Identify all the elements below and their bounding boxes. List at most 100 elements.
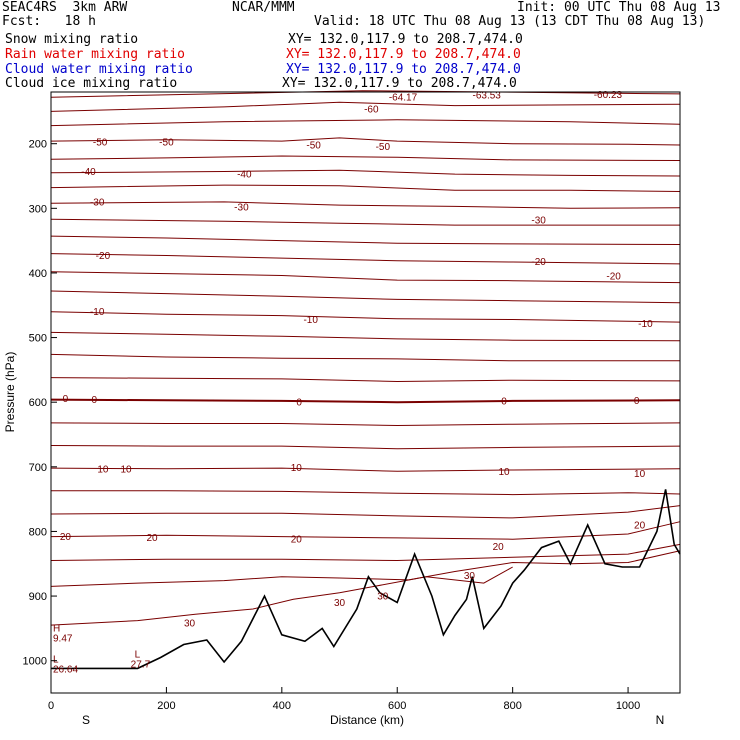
contour-label: -20	[606, 272, 621, 283]
contour-line	[50, 90, 681, 98]
field-name-cloud-water: Cloud water mixing ratio	[5, 62, 193, 77]
contour-label: -64.17	[389, 93, 418, 104]
header-init: Init: 00 UTC Thu 08 Aug 13	[517, 0, 721, 15]
contour-label: -60.23	[594, 90, 623, 101]
field-name-rain: Rain water mixing ratio	[5, 47, 186, 62]
extremum-value: 26.64	[53, 665, 78, 676]
x-tick-label: 1000	[616, 700, 640, 712]
y-tick-label: 700	[29, 462, 47, 474]
contour-label: 10	[498, 467, 510, 478]
contour-line	[50, 101, 681, 112]
contour-label: 10	[634, 469, 646, 480]
y-tick-label: 500	[29, 333, 47, 345]
contour-line	[50, 119, 681, 127]
y-tick-label: 600	[29, 397, 47, 409]
contour-line	[50, 566, 513, 626]
contour-line	[50, 184, 681, 192]
field-name-cloud-ice: Cloud ice mixing ratio	[5, 76, 178, 91]
x-tick-label: 800	[503, 700, 521, 712]
contour-label: 0	[63, 394, 69, 405]
contour-label: 30	[377, 592, 389, 603]
contour-lines	[50, 90, 681, 626]
header-fcst: Fcst: 18 h	[2, 14, 96, 29]
x-tick-label: 200	[157, 700, 175, 712]
x-axis-right-end: N	[656, 713, 665, 727]
contour-label: -60	[364, 104, 379, 115]
x-tick-label: 0	[48, 700, 54, 712]
contour-label: -10	[90, 307, 105, 318]
contour-label: 20	[634, 521, 646, 532]
y-tick-label: 1000	[23, 656, 47, 668]
x-tick-label: 400	[273, 700, 291, 712]
contour-line	[50, 137, 681, 146]
extremum-marker: H	[53, 624, 60, 635]
contour-label: 20	[493, 542, 505, 553]
header-org: NCAR/MMM	[232, 0, 295, 15]
contour-line	[50, 201, 681, 209]
x-axis-label: Distance (km)	[330, 713, 404, 727]
x-axis-left-end: S	[82, 713, 90, 727]
y-tick-label: 200	[29, 139, 47, 151]
contour-label: -20	[531, 257, 546, 268]
contour-line	[50, 353, 680, 362]
contour-line	[50, 467, 681, 472]
contour-line	[50, 155, 681, 161]
field-xy-rain: XY= 132.0,117.9 to 208.7,474.0	[286, 47, 521, 62]
y-axis-label: Pressure (hPa)	[3, 352, 17, 433]
contour-line	[50, 398, 681, 404]
contour-line	[50, 550, 681, 587]
contour-line	[50, 218, 680, 226]
contour-label: -10	[638, 319, 653, 330]
contour-label: 30	[334, 598, 346, 609]
plot-frame	[50, 91, 681, 694]
y-tick-label: 800	[29, 526, 47, 538]
field-xy-snow: XY= 132.0,117.9 to 208.7,474.0	[288, 32, 523, 47]
header-valid: Valid: 18 UTC Thu 08 Aug 13 (13 CDT Thu …	[314, 14, 706, 29]
contour-label: 0	[501, 396, 507, 407]
contour-label: 30	[184, 619, 196, 630]
contour-label: 10	[291, 463, 303, 474]
y-tick-label: 300	[29, 203, 47, 215]
contour-label: -50	[306, 141, 321, 152]
terrain-line	[51, 489, 681, 670]
y-tick-label: 400	[29, 268, 47, 280]
contour-label: 20	[146, 533, 158, 544]
y-tick-label: 900	[29, 591, 47, 603]
contour-line	[51, 490, 681, 496]
contour-labels: -64.17 -63.53 -60.23 -60 -50 -50 -50 -50 -40 -40 -…	[53, 90, 653, 676]
x-axis-ticks: 0 200 400 600 800 1000	[48, 687, 640, 712]
contour-label: -50	[93, 137, 108, 148]
extremum-marker: L	[135, 649, 141, 660]
field-name-snow: Snow mixing ratio	[5, 32, 139, 47]
contour-line	[50, 290, 681, 304]
contour-label: 0	[92, 395, 98, 406]
contour-line	[50, 505, 681, 519]
field-xy-cloud-water: XY= 132.0,117.9 to 208.7,474.0	[286, 62, 521, 77]
contour-line	[50, 445, 681, 450]
header-model: SEAC4RS 3km ARW	[2, 0, 128, 15]
contour-label: 0	[634, 396, 640, 407]
contour-label: 20	[291, 535, 303, 546]
contour-label: -10	[303, 315, 318, 326]
contour-label: -30	[90, 197, 105, 208]
contour-label: -30	[531, 216, 546, 227]
contour-line	[50, 543, 681, 562]
contour-label: -63.53	[473, 91, 502, 102]
contour-label: -40	[237, 170, 252, 181]
contour-label: -40	[81, 167, 96, 178]
x-tick-label: 600	[388, 700, 406, 712]
field-xy-cloud-ice: XY= 132.0,117.9 to 208.7,474.0	[282, 76, 517, 91]
contour-line	[50, 311, 681, 323]
contour-label: 20	[60, 532, 72, 543]
extremum-value: 27.7	[131, 659, 151, 670]
contour-label: -30	[234, 203, 249, 214]
contour-line	[50, 271, 681, 284]
contour-line	[50, 422, 681, 427]
contour-label: -50	[159, 137, 174, 148]
contour-line	[50, 235, 681, 245]
contour-line	[50, 331, 681, 342]
contour-label: 10	[120, 464, 132, 475]
contour-label: 0	[296, 398, 302, 409]
contour-line	[50, 521, 681, 540]
